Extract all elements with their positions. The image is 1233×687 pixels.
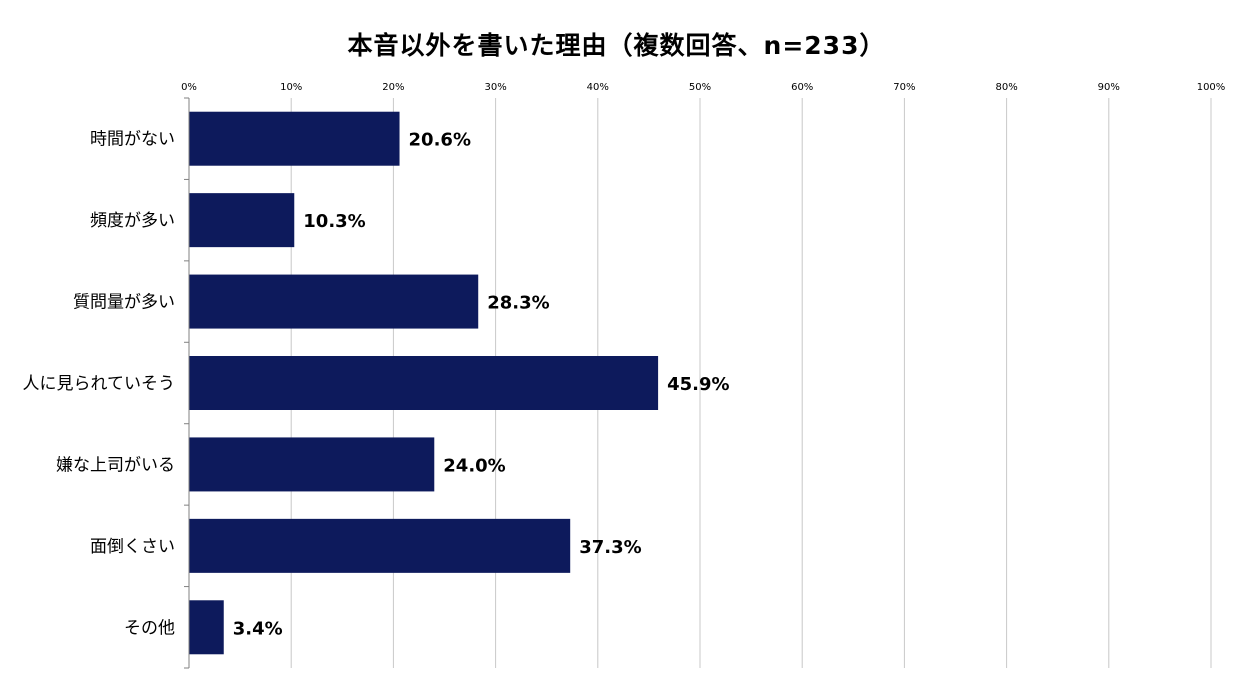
bar [189,437,435,492]
x-tick-label: 70% [893,82,915,93]
x-tick-label: 20% [382,82,404,93]
x-tick-label: 100% [1197,82,1226,93]
data-labels: 20.6% 10.3% 28.3% 45.9% 24.0% 37.3% 3.4% [233,130,730,640]
bar [189,356,659,410]
bars [189,111,659,655]
x-tick-label: 80% [995,82,1017,93]
bar [189,274,479,329]
data-label: 10.3% [303,211,365,232]
x-tick-label: 50% [689,82,711,93]
bar [189,193,295,248]
data-label: 3.4% [233,618,283,639]
x-tick-label: 30% [484,82,506,93]
category-label: 嫌な上司がいる [56,455,175,475]
category-label: 時間がない [90,130,175,150]
bar [189,600,224,655]
bar [189,518,571,573]
data-label: 45.9% [667,374,729,395]
x-axis-tick-labels: 0% 10% 20% 30% 40% 50% 60% 70% 80% 90% 100% [181,82,1225,93]
chart-title: 本音以外を書いた理由（複数回答、n=233） [347,31,886,60]
bar [189,111,400,166]
data-label: 37.3% [579,537,641,558]
y-axis [184,97,190,669]
data-label: 24.0% [443,455,505,476]
category-label: 頻度が多い [90,211,175,231]
x-tick-label: 90% [1098,82,1120,93]
data-label: 20.6% [409,130,471,151]
x-tick-label: 0% [181,82,197,93]
category-label: 人に見られていそう [23,374,176,394]
x-tick-label: 40% [587,82,609,93]
data-label: 28.3% [487,293,549,314]
category-label: 質問量が多い [73,293,175,313]
category-label: 面倒くさい [90,537,175,557]
x-tick-label: 60% [791,82,813,93]
x-tick-label: 10% [280,82,302,93]
category-label: その他 [124,618,175,638]
